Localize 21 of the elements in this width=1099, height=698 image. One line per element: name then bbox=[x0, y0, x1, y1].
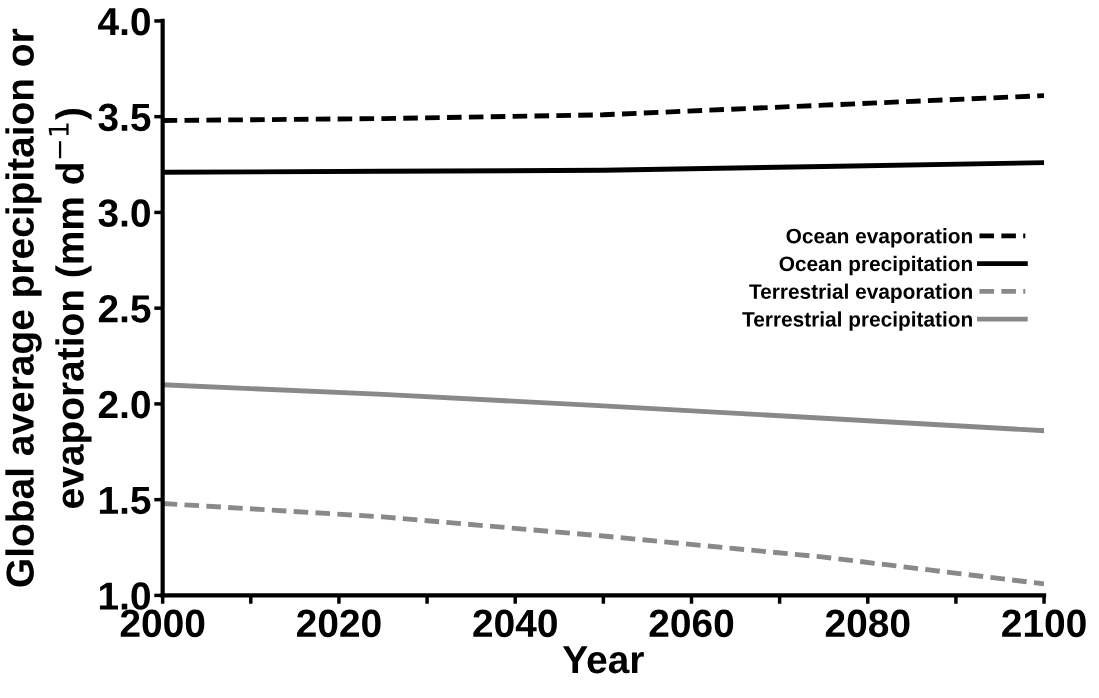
y-tick-label: 1.5 bbox=[99, 486, 151, 515]
y-axis-title: Global average precipitaion or evaporation (mm d$^{−1}$) bbox=[5, 28, 92, 587]
x-tick-label: 2060 bbox=[649, 609, 734, 638]
line-series bbox=[162, 382, 1045, 434]
y-tick-label: 4.0 bbox=[98, 7, 150, 36]
x-tick-label: 2020 bbox=[297, 609, 381, 638]
x-tick-label: 2000 bbox=[120, 609, 205, 638]
legend-label: Ocean evaporation bbox=[786, 228, 972, 248]
y-tick-label: 3.5 bbox=[98, 103, 151, 132]
y-tick-label: 3.0 bbox=[98, 199, 150, 227]
legend-label: Terrestrial precipitation bbox=[742, 311, 972, 331]
y-tick-label: 2.0 bbox=[98, 390, 150, 419]
y-tick-label: 1.0 bbox=[99, 582, 150, 610]
x-tick-label: 2040 bbox=[473, 609, 557, 638]
y-tick-label: 2.5 bbox=[98, 295, 151, 323]
legend-label: Ocean precipitation bbox=[779, 255, 972, 276]
line-series bbox=[162, 501, 1045, 587]
x-tick-label: 2100 bbox=[1002, 609, 1086, 638]
x-tick-label: 2080 bbox=[825, 609, 910, 638]
x-axis-title: Year bbox=[562, 646, 644, 674]
legend-label: Terrestrial evaporation bbox=[749, 283, 972, 304]
